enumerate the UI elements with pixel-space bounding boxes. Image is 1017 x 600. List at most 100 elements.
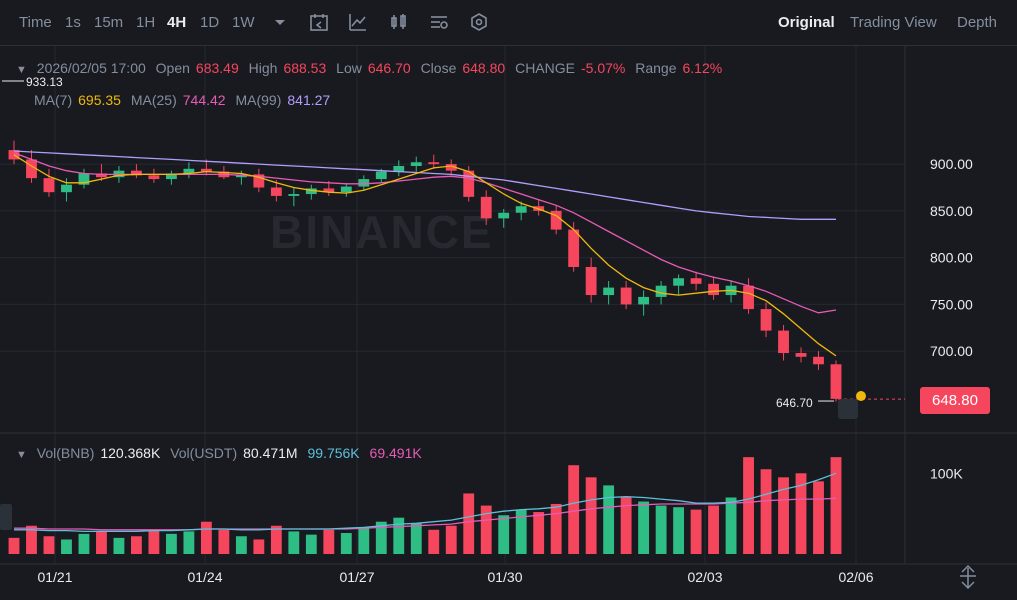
candle-body: [445, 164, 457, 171]
annotation-icon: [838, 399, 858, 419]
vol-bnb-label: Vol(BNB): [36, 445, 95, 461]
volume-bar: [445, 525, 457, 554]
volume-bar: [813, 481, 824, 554]
candlestick-chart[interactable]: 900.00 850.00 800.00 750.00 700.00 01/21 01/24…: [0, 46, 1017, 600]
settings-icon[interactable]: [429, 12, 449, 32]
y-tick-label: 750.00: [930, 296, 973, 312]
volume-bar: [113, 537, 125, 554]
hexagon-settings-icon[interactable]: [469, 12, 489, 32]
candle-body: [480, 196, 492, 219]
interval-4h[interactable]: 4H: [167, 14, 187, 31]
volume-bar: [61, 539, 72, 554]
vol-bnb-value: 120.368K: [100, 445, 161, 461]
interval-time[interactable]: Time: [19, 14, 52, 31]
candle-body: [96, 173, 107, 178]
more-intervals-chevron-icon[interactable]: [270, 12, 290, 32]
indicators-icon[interactable]: [348, 12, 368, 32]
open-value: 683.49: [195, 60, 239, 76]
ma7-value: 695.35: [78, 92, 121, 108]
pane-resize-handle: [0, 504, 12, 530]
volume-bar: [410, 523, 422, 554]
volume-bar: [725, 497, 737, 554]
live-dot: [856, 391, 866, 401]
candle-body: [690, 278, 702, 284]
candle-body: [498, 212, 510, 219]
vol-ma2-value: 69.491K: [369, 445, 422, 461]
candle-body: [253, 174, 265, 188]
volume-bar: [218, 529, 230, 554]
watermark: BINANCE: [270, 206, 494, 258]
change-value: -5.07%: [580, 60, 626, 76]
x-tick-label: 01/27: [339, 569, 374, 585]
volume-bar: [323, 529, 335, 554]
view-original[interactable]: Original: [778, 14, 835, 31]
volume-bar: [515, 509, 527, 554]
candle-body: [26, 159, 37, 179]
range-value: 6.12%: [682, 60, 723, 76]
volume-bar: [375, 521, 387, 554]
vol-ma1-line: [14, 472, 837, 533]
interval-15m[interactable]: 15m: [94, 14, 124, 31]
volume-bar: [673, 507, 685, 554]
candle-body: [655, 285, 667, 297]
volume-bar: [428, 529, 440, 554]
open-label: Open: [155, 60, 190, 76]
volume-bar: [358, 528, 370, 554]
candle-body: [778, 330, 789, 354]
view-depth[interactable]: Depth: [957, 14, 998, 31]
ma99-value: 841.27: [287, 92, 331, 108]
ohlc-info: ▼ 2026/02/05 17:00 Open 683.49 High 688.53…: [16, 60, 728, 76]
candle-body: [795, 353, 807, 357]
date-range-icon[interactable]: [309, 12, 329, 32]
volume-bar: [235, 536, 247, 554]
volume-bar: [760, 469, 772, 554]
candle-body: [61, 184, 72, 193]
x-tick-label: 02/03: [687, 569, 722, 585]
volume-bar: [393, 517, 405, 554]
low-marker: 646.70: [776, 396, 813, 410]
view-trading-view[interactable]: Trading View: [850, 14, 937, 31]
volume-bar: [638, 501, 650, 554]
vol-ma1-value: 99.756K: [307, 445, 360, 461]
y-tick-label: 850.00: [930, 203, 973, 219]
candle-body: [200, 168, 212, 172]
x-tick-label: 01/21: [37, 569, 72, 585]
candle-body: [131, 170, 142, 176]
candle-body: [288, 194, 300, 196]
volume-collapse-chevron-icon[interactable]: ▼: [16, 449, 27, 461]
candle-body: [743, 285, 754, 310]
y-tick-label: 800.00: [930, 250, 973, 266]
close-label: Close: [420, 60, 457, 76]
candle-body: [550, 210, 562, 230]
interval-1h[interactable]: 1H: [136, 14, 156, 31]
volume-bar: [165, 533, 177, 554]
scale-toggle-icon: [960, 564, 976, 590]
candle-body: [813, 356, 824, 365]
vol-ma2-line: [14, 497, 837, 531]
volume-bar: [183, 531, 195, 554]
interval-1d[interactable]: 1D: [200, 14, 220, 31]
candle-body: [323, 188, 335, 193]
candle-body: [428, 162, 440, 165]
volume-bar: [830, 457, 842, 554]
candle-body: [340, 186, 352, 193]
chart-type-icon[interactable]: [389, 12, 409, 32]
ma99-line: [13, 150, 836, 220]
volume-bar: [603, 485, 615, 554]
volume-bar: [78, 533, 90, 554]
collapse-chevron-icon[interactable]: ▼: [16, 64, 27, 76]
candle-body: [708, 283, 719, 296]
ma25-label: MA(25): [130, 92, 177, 108]
candle-body: [305, 188, 317, 195]
volume-bar: [690, 509, 702, 554]
current-price-badge: 648.80: [920, 387, 990, 414]
interval-1s[interactable]: 1s: [65, 14, 81, 31]
volume-bar: [708, 505, 719, 554]
high-marker: 933.13: [26, 75, 63, 89]
volume-info: ▼ Vol(BNB) 120.368K Vol(USDT) 80.471M 99.7…: [16, 445, 428, 461]
interval-1w[interactable]: 1W: [232, 14, 255, 31]
high-value: 688.53: [283, 60, 327, 76]
volume-bar: [778, 477, 789, 554]
volume-bar: [585, 477, 597, 554]
volume-bar: [550, 503, 562, 554]
